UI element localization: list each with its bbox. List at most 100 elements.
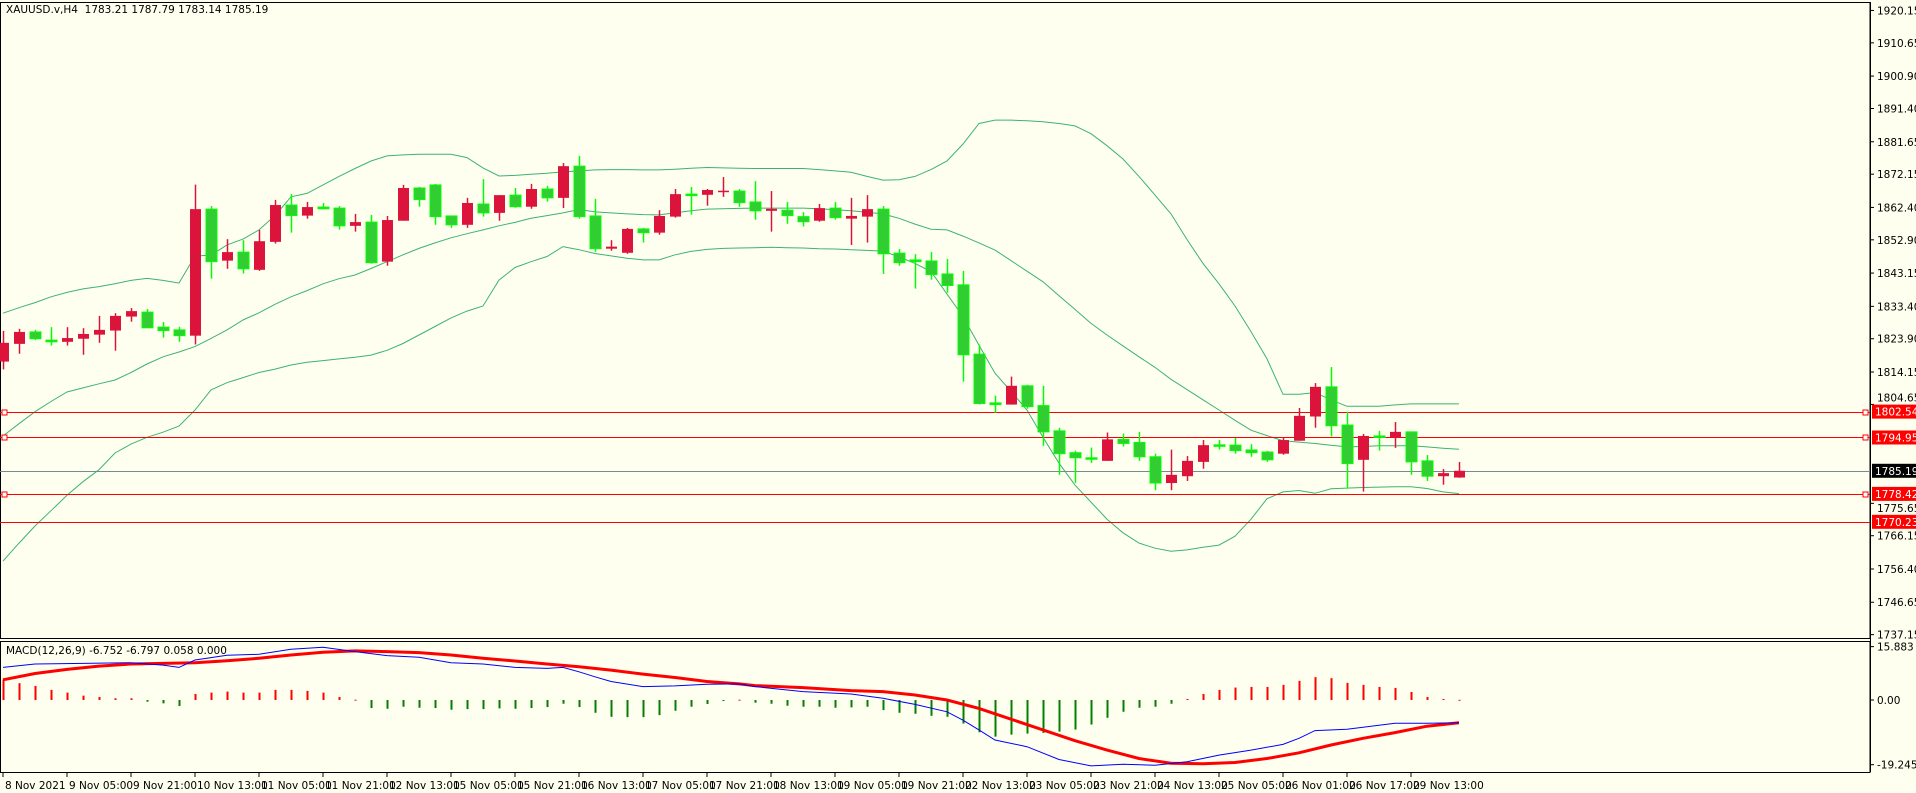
- candle-body: [1358, 435, 1369, 460]
- time-axis-label: 23 Nov 21:00: [1093, 780, 1164, 792]
- candle: [413, 186, 426, 207]
- time-axis-label: 10 Nov 13:00: [197, 780, 268, 792]
- level-anchor-handle[interactable]: [1, 434, 8, 441]
- candle-body: [1085, 457, 1098, 460]
- candle: [1053, 427, 1066, 475]
- candle-body: [877, 208, 890, 255]
- candle: [190, 184, 201, 345]
- macd-histogram-bar: [1010, 700, 1013, 735]
- level-price-tag: [1872, 430, 1916, 445]
- candle: [29, 329, 42, 341]
- time-axis-label: 22 Nov 13:00: [965, 780, 1036, 792]
- macd-histogram-bar: [178, 700, 181, 707]
- main-pane-frame: [0, 2, 1871, 639]
- candle: [589, 198, 602, 252]
- candle-body: [814, 208, 825, 221]
- macd-histogram-bar: [658, 700, 661, 716]
- level-anchor-handle[interactable]: [1862, 409, 1869, 416]
- candle-body: [1261, 451, 1274, 461]
- time-axis-label: 11 Nov 05:00: [261, 780, 332, 792]
- macd-histogram-bar: [482, 700, 485, 710]
- macd-histogram-bar: [306, 690, 309, 700]
- candle: [1454, 461, 1465, 478]
- candle: [957, 270, 970, 382]
- macd-histogram-bar: [1074, 700, 1077, 730]
- macd-histogram-bar: [770, 700, 773, 704]
- level-anchor-handle[interactable]: [1, 409, 8, 416]
- level-anchor-handle[interactable]: [1862, 491, 1869, 498]
- level-price-tag: [1872, 404, 1916, 419]
- candle: [1149, 453, 1162, 491]
- level-anchor-handle[interactable]: [1862, 434, 1869, 441]
- candle: [637, 227, 650, 243]
- macd-histogram-bar: [258, 692, 261, 700]
- candle: [270, 199, 281, 244]
- macd-histogram-bar: [290, 689, 293, 700]
- level-anchor-handle[interactable]: [1, 491, 8, 498]
- candle-body: [14, 331, 25, 344]
- candle-body: [237, 251, 250, 270]
- macd-axis-label: 15.883: [1877, 642, 1914, 654]
- candle: [1310, 383, 1321, 428]
- price-axis-label: 1814.15: [1877, 367, 1916, 379]
- candle: [429, 183, 442, 225]
- candle-body: [1405, 431, 1418, 463]
- macd-histogram-bar: [738, 699, 741, 701]
- candle: [1133, 431, 1146, 461]
- macd-histogram-bar: [1042, 700, 1045, 733]
- candle-body: [1133, 441, 1146, 458]
- candle-body: [541, 188, 554, 199]
- price-axis-label: 1852.90: [1877, 235, 1916, 247]
- macd-histogram-bar: [674, 700, 677, 711]
- candle: [173, 326, 186, 342]
- candle-body: [989, 402, 1002, 406]
- time-axis-label: 19 Nov 05:00: [837, 780, 908, 792]
- macd-main-line: [2, 646, 1460, 767]
- candle-body: [781, 209, 794, 217]
- candle: [509, 187, 522, 208]
- candle: [1405, 431, 1418, 475]
- candle: [541, 185, 554, 202]
- candle-body: [173, 329, 186, 337]
- price-axis-label: 1823.90: [1877, 334, 1916, 346]
- candle-body: [654, 215, 665, 233]
- candle: [797, 212, 810, 227]
- candle-body: [205, 208, 218, 263]
- candle: [1390, 421, 1401, 448]
- candle-body: [429, 184, 442, 218]
- candle: [893, 249, 906, 266]
- macd-histogram-bar: [626, 700, 629, 718]
- symbol-title: XAUUSD.v,H4 1783.21 1787.79 1783.14 1785…: [6, 4, 269, 16]
- macd-histogram-bar: [578, 700, 581, 708]
- price-axis-label: 1833.40: [1877, 301, 1916, 313]
- macd-histogram-bar: [418, 700, 421, 708]
- time-axis-label: 9 Nov 05:00: [69, 780, 133, 792]
- candle-body: [62, 338, 73, 342]
- macd-histogram-bar: [914, 700, 917, 714]
- macd-histogram-bar: [354, 699, 357, 701]
- candle-body: [45, 339, 58, 343]
- candle: [157, 322, 170, 338]
- price-axis-label: 1775.65: [1877, 503, 1916, 515]
- candle: [670, 188, 681, 218]
- candle: [0, 330, 9, 370]
- level-price-tag-label: 1802.54: [1875, 407, 1916, 419]
- bollinger-lower-band: [2, 246, 1460, 562]
- candle: [1438, 469, 1449, 485]
- time-axis-label: 16 Nov 13:00: [581, 780, 652, 792]
- macd-histogram-bar: [1026, 700, 1029, 734]
- candle-body: [190, 209, 201, 336]
- price-axis-label: 1891.40: [1877, 104, 1916, 116]
- candle: [989, 395, 1002, 413]
- candle-body: [957, 284, 970, 356]
- macd-histogram-bar: [434, 700, 437, 709]
- macd-histogram-bar: [1122, 700, 1125, 712]
- macd-histogram-bar: [594, 700, 597, 713]
- candle: [766, 191, 777, 232]
- macd-histogram-bar: [322, 692, 325, 700]
- candle-body: [270, 205, 281, 242]
- macd-histogram-bar: [450, 700, 453, 710]
- macd-histogram-bar: [1346, 682, 1349, 700]
- candle: [285, 194, 298, 233]
